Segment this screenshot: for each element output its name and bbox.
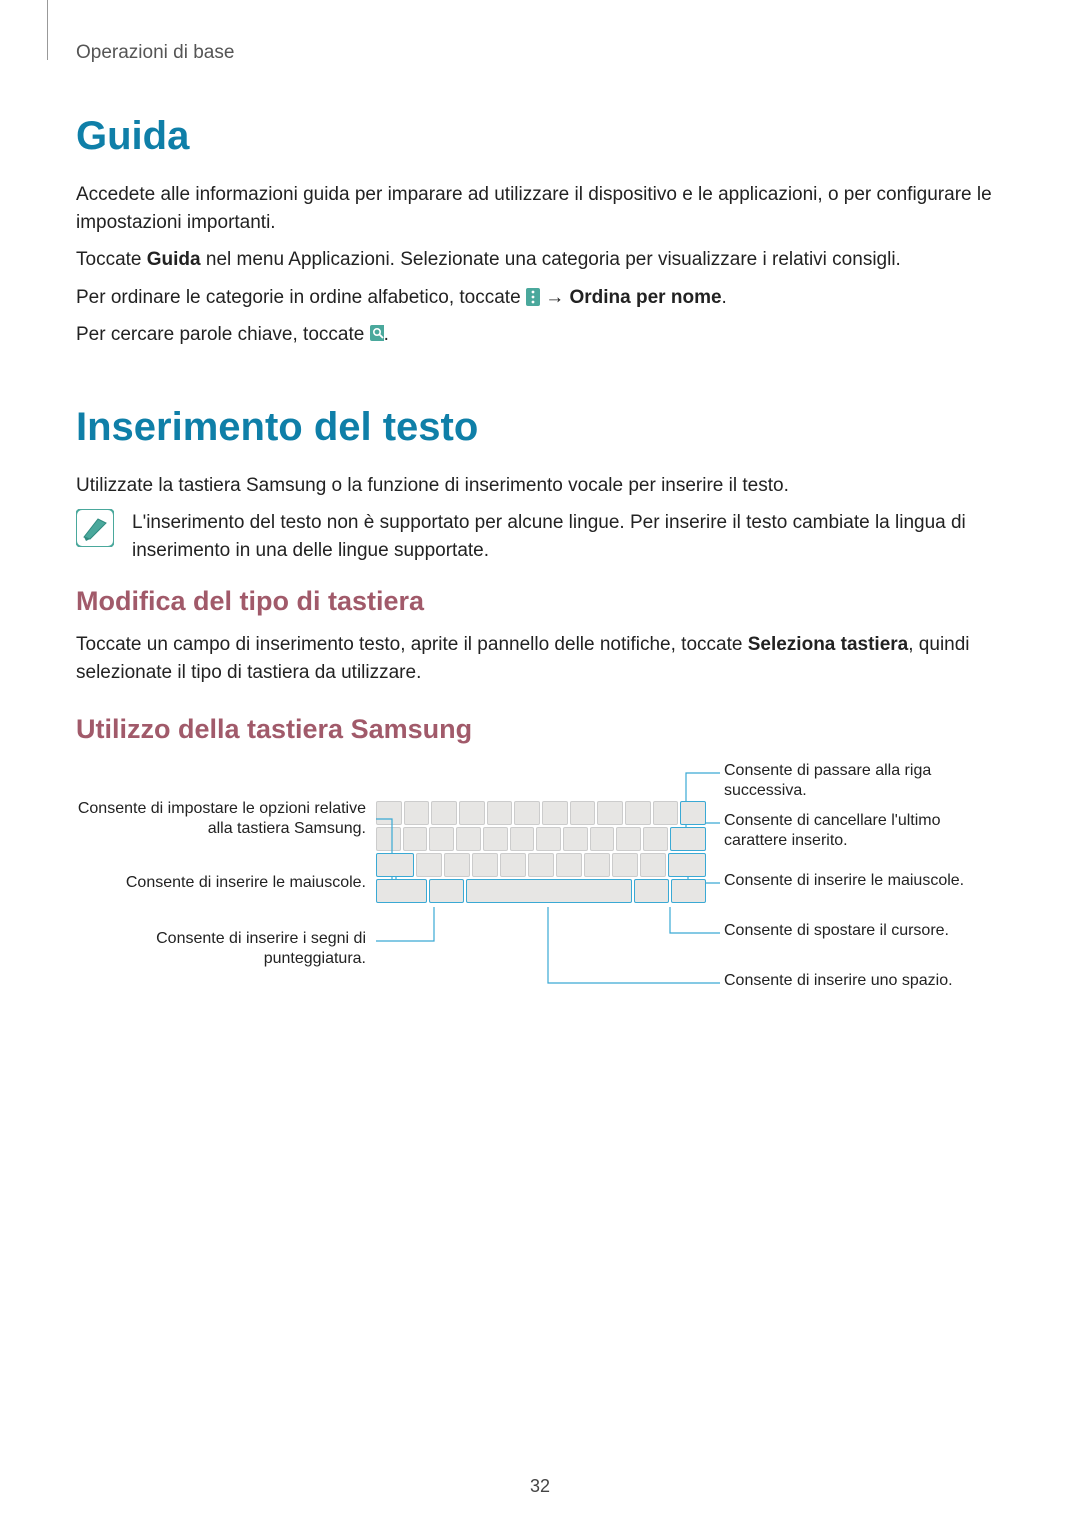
- key-settings: [376, 879, 427, 903]
- page-header: Operazioni di base: [76, 42, 1004, 64]
- heading-modifica: Modifica del tipo di tastiera: [76, 586, 1004, 617]
- callout-left-1: Consente di impostare le opzioni relativ…: [76, 799, 366, 839]
- callout-right-3: Consente di inserire le maiuscole.: [724, 871, 964, 891]
- note-block: L'inserimento del testo non è supportato…: [76, 509, 1004, 564]
- callout-left-3: Consente di inserire i segni di punteggi…: [76, 929, 366, 969]
- heading-inserimento: Inserimento del testo: [76, 405, 1004, 450]
- key-enter: [670, 827, 706, 851]
- key-punctuation: [429, 879, 464, 903]
- callout-left-2: Consente di inserire le maiuscole.: [76, 873, 366, 893]
- key-shift-left: [376, 853, 414, 877]
- more-options-icon: [526, 288, 540, 306]
- modifica-p1: Toccate un campo di inserimento testo, a…: [76, 631, 1004, 686]
- inserimento-p1: Utilizzate la tastiera Samsung o la funz…: [76, 472, 1004, 500]
- keyboard-illustration: [376, 801, 706, 905]
- note-text: L'inserimento del testo non è supportato…: [132, 509, 1004, 564]
- callout-right-4: Consente di spostare il cursore.: [724, 921, 949, 941]
- key-cursor-left: [634, 879, 669, 903]
- keyboard-diagram: Consente di impostare le opzioni relativ…: [76, 759, 1004, 1059]
- note-icon: [76, 509, 114, 547]
- page-number: 32: [0, 1476, 1080, 1497]
- heading-guida: Guida: [76, 114, 1004, 159]
- key-cursor-right: [671, 879, 706, 903]
- callout-right-5: Consente di inserire uno spazio.: [724, 971, 953, 991]
- heading-utilizzo: Utilizzo della tastiera Samsung: [76, 714, 1004, 745]
- callout-right-2: Consente di cancellare l'ultimo caratter…: [724, 811, 1004, 851]
- guida-p1: Accedete alle informazioni guida per imp…: [76, 181, 1004, 236]
- guida-p4: Per cercare parole chiave, toccate .: [76, 321, 1004, 349]
- key-space: [466, 879, 632, 903]
- key-shift-right: [668, 853, 706, 877]
- guida-p3: Per ordinare le categorie in ordine alfa…: [76, 284, 1004, 312]
- callout-right-1: Consente di passare alla riga successiva…: [724, 761, 1004, 801]
- guida-p2: Toccate Guida nel menu Applicazioni. Sel…: [76, 246, 1004, 274]
- search-icon: [370, 325, 384, 343]
- key-backspace: [680, 801, 706, 825]
